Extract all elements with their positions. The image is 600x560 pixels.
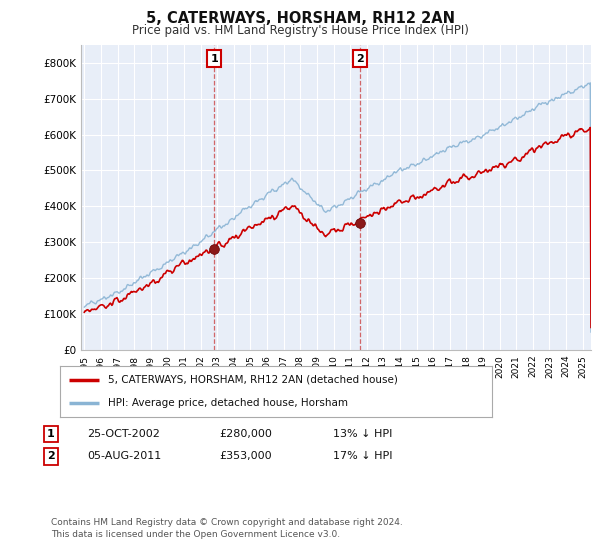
Text: 2: 2 (47, 451, 55, 461)
Text: HPI: Average price, detached house, Horsham: HPI: Average price, detached house, Hors… (107, 398, 347, 408)
Text: 17% ↓ HPI: 17% ↓ HPI (333, 451, 392, 461)
Text: 13% ↓ HPI: 13% ↓ HPI (333, 429, 392, 439)
Text: 5, CATERWAYS, HORSHAM, RH12 2AN (detached house): 5, CATERWAYS, HORSHAM, RH12 2AN (detache… (107, 375, 397, 385)
Text: Contains HM Land Registry data © Crown copyright and database right 2024.
This d: Contains HM Land Registry data © Crown c… (51, 518, 403, 539)
Text: £280,000: £280,000 (219, 429, 272, 439)
Text: Price paid vs. HM Land Registry's House Price Index (HPI): Price paid vs. HM Land Registry's House … (131, 24, 469, 36)
Text: £353,000: £353,000 (219, 451, 272, 461)
Text: 5, CATERWAYS, HORSHAM, RH12 2AN: 5, CATERWAYS, HORSHAM, RH12 2AN (146, 11, 455, 26)
Text: 05-AUG-2011: 05-AUG-2011 (87, 451, 161, 461)
Text: 1: 1 (47, 429, 55, 439)
Text: 1: 1 (211, 54, 218, 63)
Text: 2: 2 (356, 54, 364, 63)
Text: 25-OCT-2002: 25-OCT-2002 (87, 429, 160, 439)
